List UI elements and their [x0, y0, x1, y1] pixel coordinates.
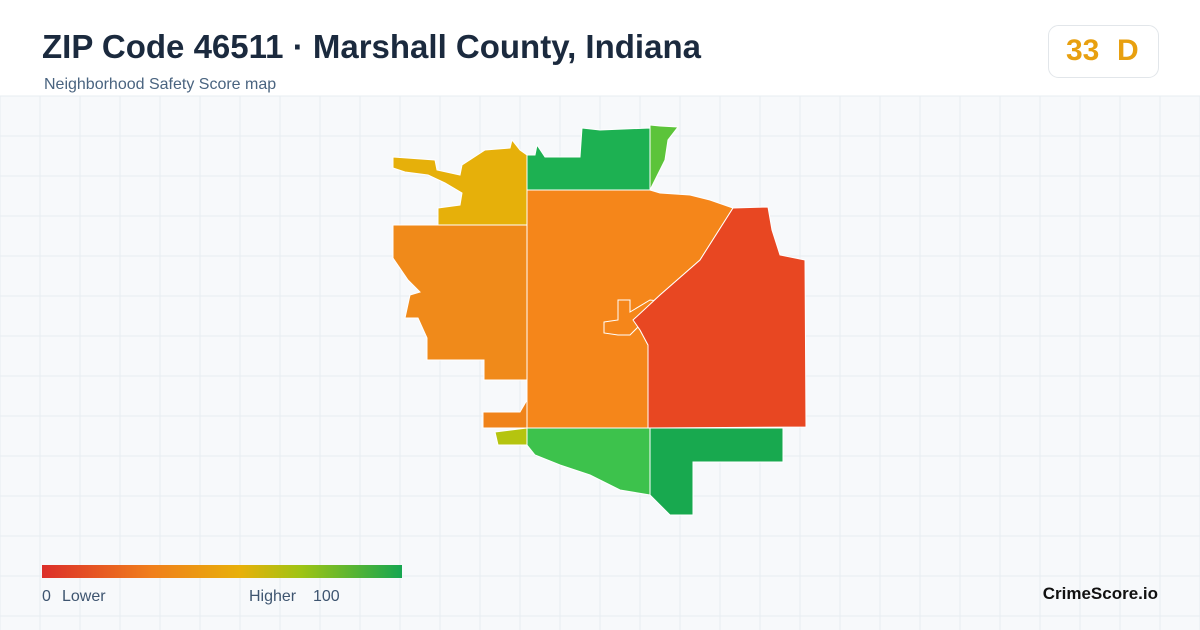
- title: ZIP Code 46511 · Marshall County, Indian…: [42, 28, 701, 65]
- grade: D: [1117, 34, 1139, 67]
- brand: CrimeScore.io: [1042, 584, 1158, 603]
- region: [482, 398, 528, 429]
- region: [392, 224, 528, 381]
- legend-max: 100: [313, 588, 340, 605]
- regions: [392, 124, 807, 516]
- region: [649, 124, 679, 191]
- legend-min: 0: [42, 588, 51, 605]
- legend-max-label: Higher: [249, 588, 297, 605]
- legend-min-label: Lower: [62, 588, 106, 605]
- subtitle: Neighborhood Safety Score map: [44, 76, 277, 93]
- grid: [0, 95, 1200, 630]
- score: 33: [1066, 34, 1100, 67]
- legend-bar: [42, 565, 402, 578]
- region: [649, 427, 784, 516]
- score-box: [1048, 25, 1159, 78]
